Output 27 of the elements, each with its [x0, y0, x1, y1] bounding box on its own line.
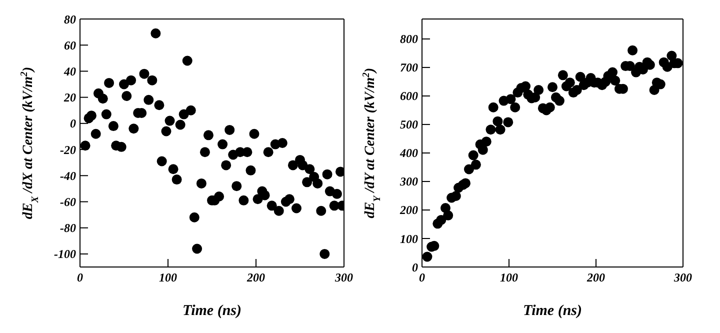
x-axis-title: Time (ns) [522, 303, 582, 319]
y-tick-label: 300 [399, 174, 418, 189]
y-tick-label: -40 [60, 168, 76, 183]
y-tick-label: 60 [64, 38, 76, 52]
y-tick-label: 0 [412, 260, 418, 274]
x-tick-label: 200 [246, 270, 265, 285]
y-tick-label: 500 [400, 118, 418, 132]
y-tick-label: 800 [400, 32, 418, 46]
y-tick-label: -20 [60, 142, 76, 157]
y-tick-label: -60 [60, 194, 76, 209]
x-axis-title: Time (ns) [182, 303, 242, 319]
y-tick-label: 100 [400, 232, 418, 246]
y-tick-label: 200 [399, 203, 418, 218]
y-tick-label: 80 [64, 12, 76, 26]
x-tick-label: 300 [673, 270, 692, 285]
y-tick-label: 400 [399, 146, 418, 160]
y-tick-label: 40 [63, 64, 76, 78]
y-tick-label: 0 [70, 116, 76, 131]
x-tick-label: 100 [500, 270, 518, 285]
y-tick-label: 20 [63, 90, 76, 105]
y-tick-label: -100 [54, 247, 76, 262]
y-tick-label: 700 [400, 60, 418, 75]
x-tick-label: 200 [586, 270, 605, 285]
x-tick-label: 100 [159, 270, 177, 285]
x-tick-label: 300 [334, 270, 353, 285]
y-tick-label: 600 [400, 89, 418, 104]
y-tick-label: -80 [60, 221, 76, 236]
